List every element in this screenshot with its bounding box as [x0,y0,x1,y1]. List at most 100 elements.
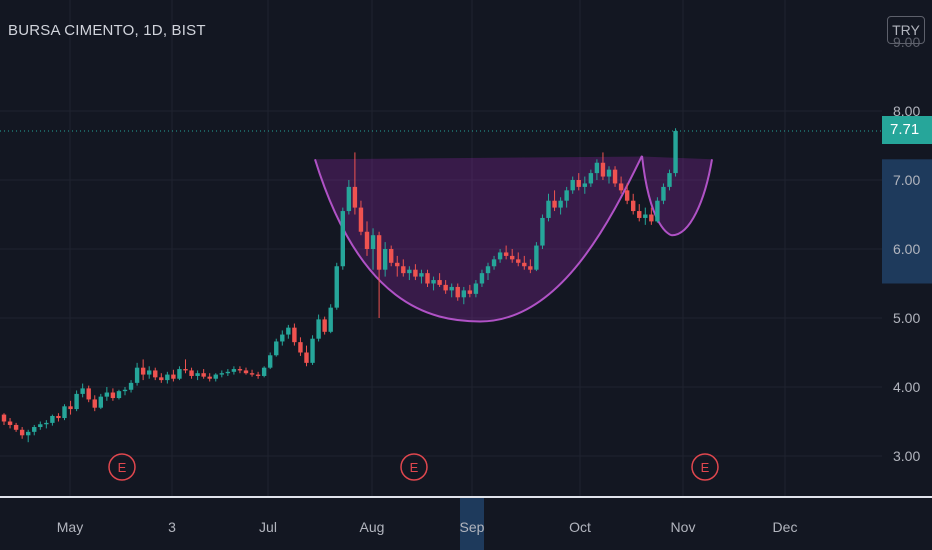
candle-body[interactable] [667,173,672,187]
earnings-marker-icon[interactable] [400,453,428,481]
candle-body[interactable] [552,200,557,208]
candle-body[interactable] [673,131,678,174]
candle-body[interactable] [140,367,146,375]
candle-body[interactable] [13,424,19,430]
candle-body[interactable] [201,373,206,377]
candle-body[interactable] [437,280,442,285]
candle-body[interactable] [334,266,339,308]
candle-body[interactable] [1,414,7,422]
candle-body[interactable] [643,214,648,218]
candle-body[interactable] [261,367,267,376]
candle-body[interactable] [473,283,479,294]
candle-body[interactable] [370,235,376,249]
candle-body[interactable] [443,284,448,291]
candle-body[interactable] [304,352,309,363]
candle-body[interactable] [455,286,460,298]
candle-body[interactable] [243,370,249,374]
candle-body[interactable] [631,200,636,212]
candle-body[interactable] [268,355,273,368]
candle-body[interactable] [237,369,243,371]
candle-body[interactable] [401,266,406,274]
candle-body[interactable] [395,262,400,267]
candle-body[interactable] [364,231,370,249]
candle-body[interactable] [195,373,200,376]
candle-body[interactable] [92,399,97,408]
candle-body[interactable] [340,211,345,267]
candle-body[interactable] [86,388,91,400]
candle-body[interactable] [576,180,581,187]
candle-body[interactable] [44,422,49,425]
candle-body[interactable] [510,255,515,260]
candle-body[interactable] [159,377,164,381]
candle-body[interactable] [189,370,194,376]
candle-body[interactable] [50,415,55,423]
candle-body[interactable] [588,173,594,184]
candle-body[interactable] [74,393,79,410]
candle-body[interactable] [467,290,473,294]
candle-body[interactable] [122,389,128,392]
currency-button[interactable]: TRY [887,16,925,44]
candle-body[interactable] [479,273,485,284]
candle-body[interactable] [358,207,364,232]
candle-body[interactable] [255,374,261,376]
candle-body[interactable] [298,342,303,353]
candle-body[interactable] [407,269,412,274]
candle-body[interactable] [116,391,122,399]
candle-body[interactable] [286,327,291,335]
candle-body[interactable] [56,415,61,419]
candle-body[interactable] [177,369,182,379]
candle-body[interactable] [600,162,606,177]
candle-body[interactable] [62,406,67,419]
candle-body[interactable] [128,382,134,390]
candle-body[interactable] [618,183,624,191]
candle-body[interactable] [249,373,255,375]
candle-body[interactable] [26,431,31,436]
candle-body[interactable] [612,169,618,184]
candle-body[interactable] [503,252,509,256]
candle-body[interactable] [649,214,654,222]
candle-body[interactable] [19,429,25,436]
candle-body[interactable] [147,370,152,375]
candle-body[interactable] [134,367,140,383]
candle-body[interactable] [292,327,297,343]
candle-body[interactable] [322,319,327,332]
candle-body[interactable] [328,307,333,332]
candle-body[interactable] [491,259,497,267]
candle-body[interactable] [570,180,575,191]
candle-body[interactable] [534,245,539,270]
candle-body[interactable] [376,235,382,270]
candle-body[interactable] [110,392,116,399]
candle-body[interactable] [624,190,630,201]
candle-body[interactable] [497,252,503,260]
candle-body[interactable] [655,200,660,222]
candle-body[interactable] [32,427,37,432]
candle-body[interactable] [382,249,388,270]
candle-body[interactable] [540,217,545,246]
candle-body[interactable] [528,266,533,270]
candle-body[interactable] [98,396,103,408]
earnings-marker-icon[interactable] [108,453,136,481]
candle-body[interactable] [485,266,491,274]
candle-body[interactable] [606,169,612,177]
candle-body[interactable] [171,374,176,379]
candle-body[interactable] [225,371,231,374]
candle-body[interactable] [564,190,569,201]
candle-body[interactable] [310,338,315,363]
candle-body[interactable] [522,262,527,267]
candle-body[interactable] [431,280,436,284]
candle-body[interactable] [165,374,170,381]
candle-body[interactable] [183,369,188,371]
candle-body[interactable] [280,334,285,342]
candle-body[interactable] [7,421,13,425]
candle-body[interactable] [413,269,418,277]
candle-body[interactable] [274,341,279,356]
candle-body[interactable] [461,290,466,298]
candle-body[interactable] [389,249,394,263]
candle-body[interactable] [516,259,521,263]
candle-body[interactable] [68,406,73,410]
candle-body[interactable] [425,273,430,284]
candle-body[interactable] [38,424,43,428]
candle-body[interactable] [582,183,587,187]
candle-body[interactable] [231,369,237,372]
